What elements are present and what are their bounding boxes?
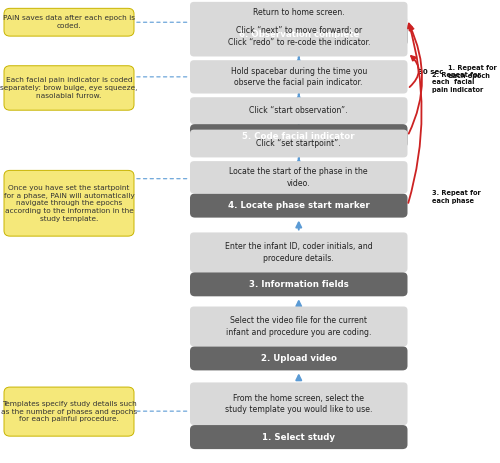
FancyBboxPatch shape: [4, 170, 134, 236]
FancyBboxPatch shape: [190, 97, 408, 124]
Text: 30 sec: 30 sec: [418, 69, 443, 75]
Text: 5. Code facial indicator: 5. Code facial indicator: [242, 131, 355, 141]
Text: Select the video file for the current
infant and procedure you are coding.: Select the video file for the current in…: [226, 316, 372, 337]
Text: 3. Information fields: 3. Information fields: [249, 280, 348, 289]
Text: Hold spacebar during the time you
observe the facial pain indicator.: Hold spacebar during the time you observ…: [230, 67, 367, 87]
Text: Once you have set the startpoint
for a phase, PAiN will automatically
navigate t: Once you have set the startpoint for a p…: [4, 185, 134, 222]
Text: Click “next” to move forward; or
Click “redo” to re-code the indicator.: Click “next” to move forward; or Click “…: [228, 26, 370, 47]
Text: 6. Observation complete: 6. Observation complete: [238, 30, 359, 39]
Text: Templates specify study details such
as the number of phases and epochs
for each: Templates specify study details such as …: [1, 401, 137, 422]
FancyBboxPatch shape: [190, 161, 408, 194]
Text: Locate the start of the phase in the
video.: Locate the start of the phase in the vid…: [230, 167, 368, 188]
FancyBboxPatch shape: [190, 17, 408, 56]
Text: Return to home screen.: Return to home screen.: [253, 7, 344, 17]
FancyBboxPatch shape: [190, 346, 408, 370]
Text: 2. Upload video: 2. Upload video: [261, 354, 337, 363]
Text: Click “set startpoint”.: Click “set startpoint”.: [256, 139, 341, 148]
Text: 1. Repeat for
each epoch: 1. Repeat for each epoch: [448, 65, 497, 79]
FancyBboxPatch shape: [190, 60, 408, 94]
FancyBboxPatch shape: [190, 130, 408, 157]
Text: 2. Repeat for
each  facial
pain indicator: 2. Repeat for each facial pain indicator: [432, 72, 483, 93]
FancyBboxPatch shape: [190, 22, 408, 46]
FancyBboxPatch shape: [4, 8, 134, 36]
FancyBboxPatch shape: [190, 272, 408, 296]
FancyBboxPatch shape: [190, 232, 408, 272]
Text: 4. Locate phase start marker: 4. Locate phase start marker: [228, 201, 370, 210]
FancyBboxPatch shape: [190, 2, 408, 22]
FancyBboxPatch shape: [190, 194, 408, 218]
Text: Each facial pain indicator is coded
separately: brow bulge, eye squeeze,
nasolab: Each facial pain indicator is coded sepa…: [0, 77, 138, 99]
FancyBboxPatch shape: [4, 387, 134, 436]
FancyBboxPatch shape: [190, 307, 408, 346]
Text: From the home screen, select the
study template you would like to use.: From the home screen, select the study t…: [225, 394, 372, 414]
FancyBboxPatch shape: [190, 425, 408, 449]
Text: 3. Repeat for
each phase: 3. Repeat for each phase: [432, 190, 480, 204]
Text: 1. Select study: 1. Select study: [262, 432, 335, 442]
FancyBboxPatch shape: [4, 66, 134, 110]
Text: PAiN saves data after each epoch is
coded.: PAiN saves data after each epoch is code…: [3, 15, 135, 29]
Text: Click “start observation”.: Click “start observation”.: [250, 106, 348, 115]
FancyBboxPatch shape: [190, 124, 408, 148]
Text: Enter the infant ID, coder initials, and
procedure details.: Enter the infant ID, coder initials, and…: [225, 242, 372, 263]
FancyBboxPatch shape: [190, 382, 408, 425]
